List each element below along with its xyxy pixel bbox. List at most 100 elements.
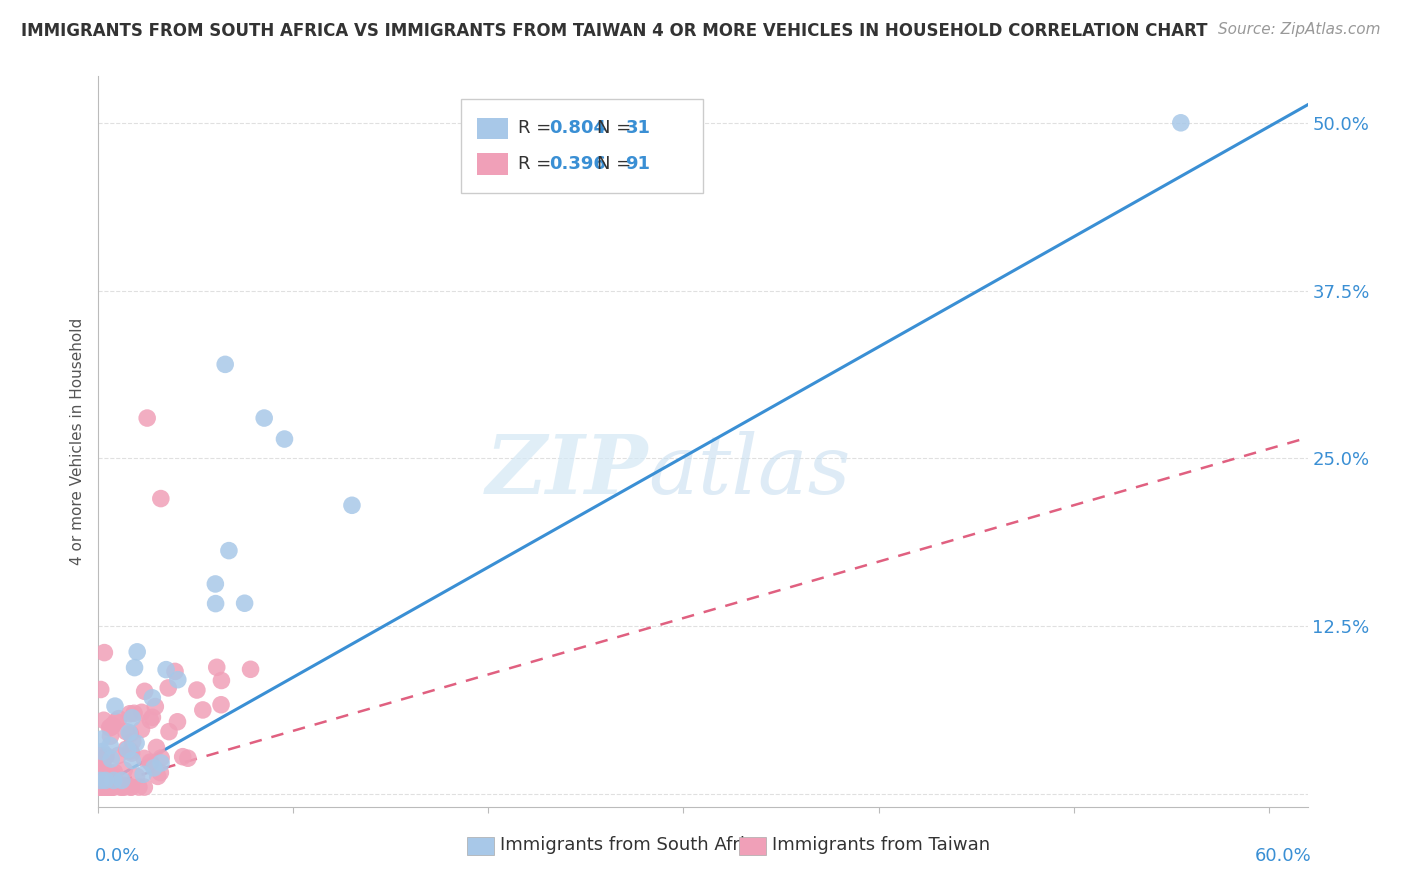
Point [131,723,153,737]
Text: 31: 31 [626,120,651,137]
Point [112,779,135,793]
Point [233,596,256,610]
Point [122,706,145,721]
Point [93,713,115,727]
Point [204,597,226,611]
Y-axis label: 4 or more Vehicles in Household: 4 or more Vehicles in Household [70,318,86,566]
Point [93,780,115,794]
Point [205,660,228,674]
Point [172,749,194,764]
Text: 91: 91 [626,154,651,172]
Point [100,721,122,735]
Point [125,736,148,750]
FancyBboxPatch shape [740,837,766,855]
Point [166,673,188,687]
Text: 60.0%: 60.0% [1254,847,1312,865]
Point [149,765,172,780]
Point [98,780,121,794]
Point [115,742,138,756]
Text: 0.804: 0.804 [550,120,606,137]
Point [150,751,173,765]
Point [340,498,363,512]
Point [89,780,111,794]
Point [191,703,214,717]
Point [90,732,112,747]
Point [101,718,124,732]
Point [90,780,112,794]
Point [186,683,208,698]
Point [239,662,262,676]
Point [103,773,125,788]
Point [101,780,124,794]
Point [103,780,125,794]
Point [89,780,111,794]
Text: Immigrants from South Africa: Immigrants from South Africa [501,837,766,855]
Point [145,740,167,755]
Point [103,765,125,780]
Point [90,780,112,794]
Point [94,750,117,764]
Point [120,727,142,741]
Point [89,780,111,794]
Point [146,769,169,783]
Point [157,724,180,739]
Text: 0.396: 0.396 [550,154,606,172]
Point [134,684,156,698]
Point [209,698,232,712]
Point [96,780,118,794]
Point [96,780,118,794]
Point [111,773,134,788]
Point [163,665,186,679]
Point [97,773,120,788]
Point [112,763,135,777]
Point [103,770,125,784]
Text: 0.0%: 0.0% [94,847,141,865]
Text: R =: R = [517,120,557,137]
Point [214,357,236,371]
Point [96,780,118,794]
Point [100,780,122,794]
Point [157,681,180,695]
FancyBboxPatch shape [477,118,509,139]
FancyBboxPatch shape [461,99,703,193]
Point [253,411,276,425]
Point [139,713,162,727]
Point [155,663,177,677]
Point [89,773,111,788]
Point [149,491,172,506]
Point [94,748,117,763]
Point [104,699,127,714]
Point [120,780,142,794]
Point [127,645,149,659]
Text: N =: N = [596,154,637,172]
Text: N =: N = [596,120,637,137]
Point [107,748,129,763]
Point [218,543,240,558]
Point [91,780,114,794]
Point [118,725,141,739]
Point [100,752,122,766]
Point [98,739,121,753]
Point [108,780,131,794]
Point [100,729,122,743]
Point [134,780,156,794]
Point [1170,116,1192,130]
Point [150,756,173,770]
Point [177,751,200,765]
Text: Immigrants from Taiwan: Immigrants from Taiwan [772,837,990,855]
Point [91,760,114,774]
FancyBboxPatch shape [467,837,494,855]
Point [89,748,111,763]
Point [91,745,114,759]
Point [94,767,117,781]
Point [110,780,132,794]
Point [209,673,232,688]
Point [89,780,111,794]
Point [125,769,148,783]
Point [100,780,122,794]
Point [91,780,114,794]
Point [101,719,124,733]
Point [93,646,115,660]
Point [273,432,295,446]
Point [90,780,112,794]
